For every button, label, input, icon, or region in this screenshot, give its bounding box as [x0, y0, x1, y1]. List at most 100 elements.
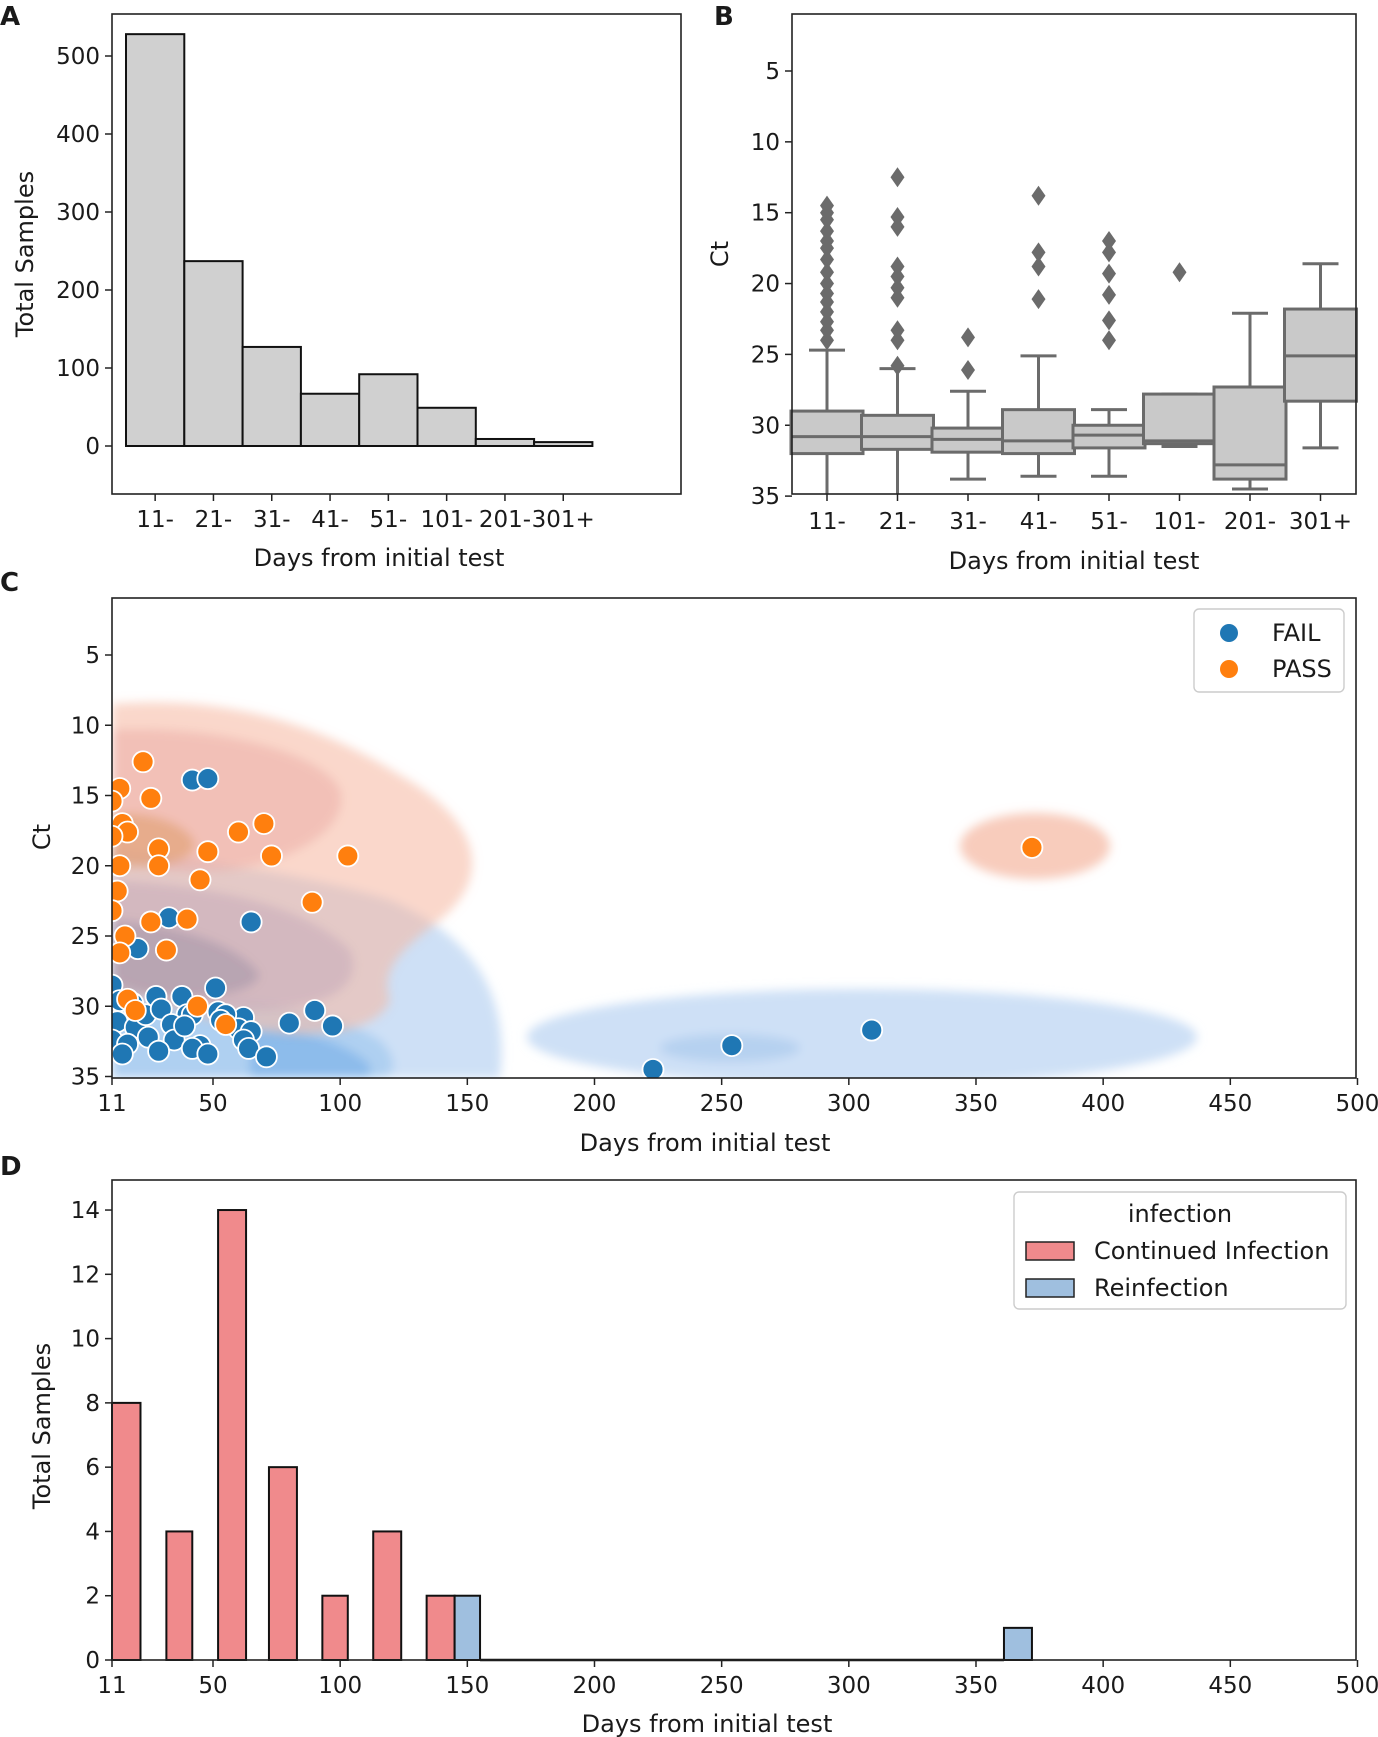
c-xtick-label: 250: [700, 1091, 744, 1117]
d-xtick-label: 300: [827, 1673, 871, 1699]
b-flier: [820, 238, 834, 259]
panel-a-xlabel: Days from initial test: [254, 544, 505, 572]
point-pass: [336, 844, 360, 868]
bar-a-41-: [299, 392, 361, 447]
d-xtick-label: 150: [445, 1673, 489, 1699]
panel-d-legend: infection Continued Infection Reinfectio…: [1013, 1191, 1347, 1310]
c-ytick-label: 30: [71, 994, 100, 1020]
panel-b-ylabel: Ct: [706, 241, 734, 267]
d-xtick-label: 50: [198, 1673, 227, 1699]
b-flier: [1102, 284, 1116, 305]
point-pass: [112, 854, 132, 878]
a-xtick-label: 301+: [532, 507, 595, 533]
bar-d-reinfection: [453, 1594, 482, 1661]
d-xtick-label: 350: [954, 1673, 998, 1699]
panel-c-frame: [111, 597, 1357, 1079]
point-pass: [300, 890, 324, 914]
legend-pass-marker: [1220, 660, 1238, 678]
box-41-: [1001, 408, 1076, 456]
b-flier: [1172, 262, 1187, 283]
b-flier: [961, 359, 975, 380]
b-ytick-label: 30: [751, 413, 780, 439]
d-xtick-label: 250: [700, 1673, 744, 1699]
point-pass: [112, 789, 124, 813]
b-flier: [1102, 330, 1116, 351]
point-pass: [196, 840, 220, 864]
point-pass: [123, 999, 147, 1022]
b-flier: [1102, 242, 1116, 263]
c-xtick-label: 100: [318, 1091, 362, 1117]
a-ytick-label: 500: [56, 44, 100, 70]
a-ytick-label: 200: [56, 278, 100, 304]
panel-b-label: B: [714, 2, 734, 32]
point-pass: [112, 899, 124, 923]
point-pass: [252, 812, 276, 835]
bar-d-continued-infection: [267, 1466, 298, 1662]
bar-a-51-: [358, 373, 419, 447]
bar-d-continued-infection: [165, 1530, 194, 1661]
panel-c-ylabel: Ct: [28, 824, 56, 850]
panel-c-points: [112, 750, 1044, 1078]
b-flier: [890, 167, 905, 188]
legend-reinfection-swatch: [1025, 1278, 1075, 1298]
panel-d-label: D: [0, 1152, 22, 1182]
panel-a: A 0 100 200 300 400 500 11- 21- 31- 41- 51- 101- 201…: [0, 2, 682, 572]
point-pass: [214, 1013, 238, 1036]
a-xtick-label: 31-: [253, 507, 291, 533]
c-ytick-label: 15: [71, 784, 100, 810]
b-xtick-label: 101-: [1153, 509, 1205, 535]
c-ytick-label: 5: [85, 643, 100, 669]
point-fail: [255, 1045, 278, 1069]
point-fail: [720, 1034, 744, 1057]
b-flier: [890, 216, 905, 237]
point-fail: [860, 1018, 884, 1042]
c-xtick-label: 450: [1208, 1091, 1252, 1117]
point-pass: [227, 820, 250, 844]
b-ytick-label: 20: [751, 272, 780, 298]
a-ytick-label: 100: [56, 356, 100, 382]
legend-fail-marker: [1220, 624, 1238, 642]
legend-fail-label: FAIL: [1272, 619, 1321, 647]
bar-a-11-: [125, 33, 186, 447]
d-ytick-label: 4: [85, 1519, 100, 1545]
point-pass: [1020, 836, 1044, 859]
c-xtick-label: 50: [198, 1091, 227, 1117]
b-flier: [820, 262, 834, 283]
b-ytick-label: 35: [751, 484, 780, 510]
d-ytick-label: 6: [85, 1455, 100, 1481]
a-xtick-label: 41-: [311, 507, 349, 533]
d-ytick-label: 0: [85, 1648, 100, 1674]
b-flier: [961, 327, 975, 348]
point-fail: [204, 976, 227, 1000]
point-pass: [186, 994, 209, 1018]
c-ytick-label: 10: [71, 713, 100, 739]
point-pass: [175, 907, 199, 931]
c-xtick-label: 11: [97, 1091, 126, 1117]
bar-a-101-: [416, 406, 477, 447]
d-ytick-label: 12: [71, 1262, 100, 1288]
panel-a-ylabel: Total Samples: [11, 171, 39, 338]
d-xtick-label: 200: [573, 1673, 617, 1699]
point-pass: [112, 941, 132, 965]
c-xtick-label: 400: [1081, 1091, 1125, 1117]
d-ytick-label: 14: [71, 1198, 100, 1224]
d-xtick-label: 400: [1081, 1673, 1125, 1699]
point-fail: [239, 910, 263, 934]
d-xtick-label: 500: [1336, 1673, 1378, 1699]
b-xtick-label: 301+: [1289, 509, 1352, 535]
b-flier: [1102, 263, 1116, 284]
c-ytick-label: 20: [71, 854, 100, 880]
panel-b-xlabel: Days from initial test: [949, 547, 1200, 575]
bar-a-31-: [241, 345, 302, 447]
a-ytick-label: 400: [56, 122, 100, 148]
a-ytick-label: 300: [56, 200, 100, 226]
b-xtick-label: 51-: [1090, 509, 1128, 535]
bar-d-continued-infection: [321, 1594, 349, 1661]
panel-a-label: A: [0, 2, 20, 32]
panel-c-xlabel: Days from initial test: [580, 1129, 831, 1157]
b-flier: [1031, 242, 1046, 263]
b-flier: [1031, 256, 1046, 277]
panel-a-plot: 0 100 200 300 400 500 11- 21- 31- 41- 51- 101- 201- 3…: [56, 33, 595, 533]
point-fail: [303, 999, 327, 1022]
